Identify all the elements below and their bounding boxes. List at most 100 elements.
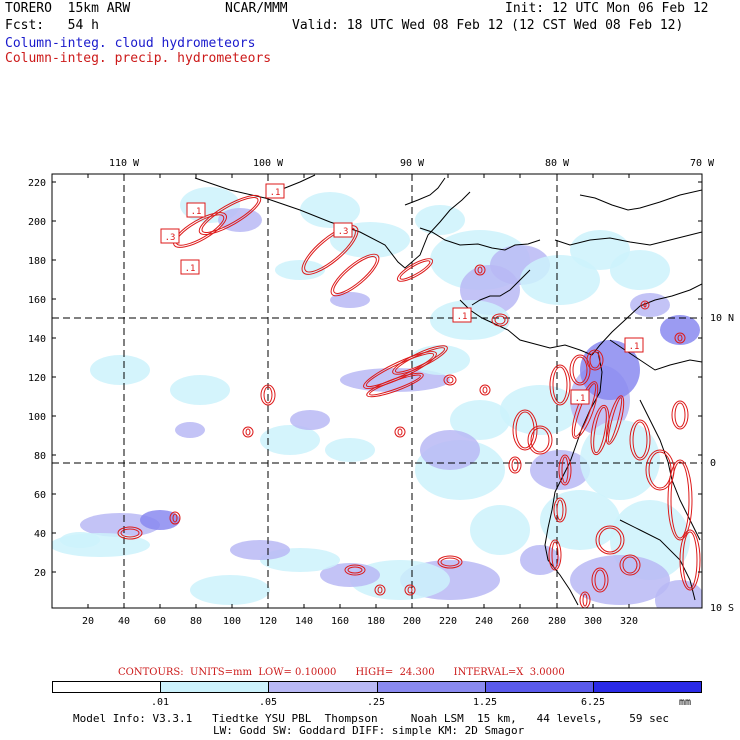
cloud-shade-region xyxy=(500,385,580,435)
precip-contour xyxy=(629,419,651,461)
precip-contour xyxy=(201,197,259,233)
precip-contour xyxy=(446,376,454,384)
cloud-shade-region xyxy=(520,545,560,575)
contour-label-box xyxy=(180,259,200,275)
cloud-shade-region xyxy=(140,510,180,530)
precip-contour xyxy=(399,260,431,280)
precip-contour xyxy=(482,386,488,394)
contour-label: .1 xyxy=(457,312,468,322)
latitude-label: 10 N xyxy=(710,313,734,324)
cloud-shade-region xyxy=(330,292,370,308)
y-tick-label: 160 xyxy=(28,295,46,306)
longitude-label: 100 W xyxy=(253,158,284,169)
precip-contour xyxy=(396,258,434,282)
colorbar-swatch xyxy=(269,682,378,692)
cloud-shade-region xyxy=(660,315,700,345)
precip-contour xyxy=(263,386,273,404)
model-physics: LW: Godd SW: Goddard DIFF: simple KM: 2D… xyxy=(213,724,525,737)
precip-contour xyxy=(440,557,460,567)
x-tick-label: 160 xyxy=(331,616,349,627)
cloud-shade-region xyxy=(290,410,330,430)
longitude-label: 90 W xyxy=(400,158,425,169)
cloud-shade-region xyxy=(260,425,320,455)
precip-contour xyxy=(622,556,638,574)
precip-contour xyxy=(333,256,377,294)
cloud-shade-region xyxy=(90,355,150,385)
precip-contour xyxy=(477,266,483,274)
precip-contour xyxy=(374,584,386,596)
x-tick-label: 60 xyxy=(154,616,166,627)
longitude-label: 70 W xyxy=(690,158,715,169)
precip-contour xyxy=(674,332,686,344)
precip-contour xyxy=(527,425,553,455)
x-tick-label: 20 xyxy=(82,616,94,627)
precip-contour xyxy=(173,212,227,248)
x-tick-label: 120 xyxy=(259,616,277,627)
cloud-shade-region xyxy=(175,422,205,438)
cloud-shade-region xyxy=(230,540,290,560)
contour-label-box xyxy=(624,337,644,353)
precip-contour xyxy=(512,409,538,451)
y-tick-label: 200 xyxy=(28,217,46,228)
precip-contour xyxy=(365,352,435,388)
precip-contour xyxy=(598,527,622,553)
precip-contour xyxy=(569,354,591,386)
model-info: Model Info: V3.3.1 Tiedtke YSU PBL Thomp… xyxy=(73,712,670,725)
precip-contour xyxy=(437,555,463,569)
cloud-shade-region xyxy=(655,580,702,608)
contour-label: .1 xyxy=(270,188,281,198)
lat-lon-grid xyxy=(52,174,702,608)
precip-contour xyxy=(605,395,625,445)
precip-contour xyxy=(671,400,689,430)
field-precip-label: Column-integ. precip. hydrometeors xyxy=(5,51,272,66)
cloud-shade-region xyxy=(570,555,670,605)
precip-contour xyxy=(304,227,356,273)
precip-contour xyxy=(549,364,571,406)
precip-contour xyxy=(479,384,491,396)
precip-contour xyxy=(619,554,641,576)
precip-contour xyxy=(394,347,446,373)
precip-contour xyxy=(117,526,143,540)
precip-contour xyxy=(392,345,448,375)
valid-time: Valid: 18 UTC Wed 08 Feb 12 (12 CST Wed … xyxy=(292,18,684,33)
cloud-shade-region xyxy=(218,208,262,232)
y-tick-label: 20 xyxy=(34,568,46,579)
precip-contour xyxy=(552,366,568,404)
x-tick-label: 300 xyxy=(584,616,602,627)
cloud-shade-region xyxy=(190,575,270,605)
cloud-shade-region xyxy=(540,490,620,550)
x-tick-label: 100 xyxy=(223,616,241,627)
organization: NCAR/MMM xyxy=(225,1,288,16)
cloud-shading xyxy=(52,187,702,608)
precip-contour xyxy=(169,511,181,525)
precip-contour xyxy=(494,315,506,325)
x-tick-label: 40 xyxy=(118,616,130,627)
precip-contour xyxy=(443,374,457,386)
precip-contour xyxy=(474,264,486,276)
precip-contour xyxy=(330,253,380,297)
precip-contour xyxy=(667,459,693,541)
precip-contour xyxy=(508,456,522,474)
contour-label: .3 xyxy=(165,233,176,243)
colorbar-swatch xyxy=(593,682,702,692)
x-tick-label: 80 xyxy=(190,616,202,627)
cloud-shade-region xyxy=(325,438,375,462)
longitude-label: 110 W xyxy=(109,158,140,169)
cloud-shade-region xyxy=(415,205,465,235)
precip-contour xyxy=(366,372,424,398)
precip-contour xyxy=(548,539,562,571)
x-tick-label: 280 xyxy=(548,616,566,627)
cloud-shade-region xyxy=(470,505,530,555)
precip-contour xyxy=(301,225,359,275)
precip-contour xyxy=(530,427,550,453)
contour-label-box xyxy=(265,183,285,199)
cloud-shade-region xyxy=(420,430,480,470)
y-tick-label: 140 xyxy=(28,334,46,345)
y-tick-label: 220 xyxy=(28,178,46,189)
colorbar-units: mm xyxy=(678,697,692,708)
contour-label: .1 xyxy=(191,207,202,217)
contour-label-box xyxy=(452,307,472,323)
precip-contour xyxy=(593,406,607,454)
precip-contour xyxy=(679,529,701,591)
precip-contour xyxy=(591,567,609,593)
